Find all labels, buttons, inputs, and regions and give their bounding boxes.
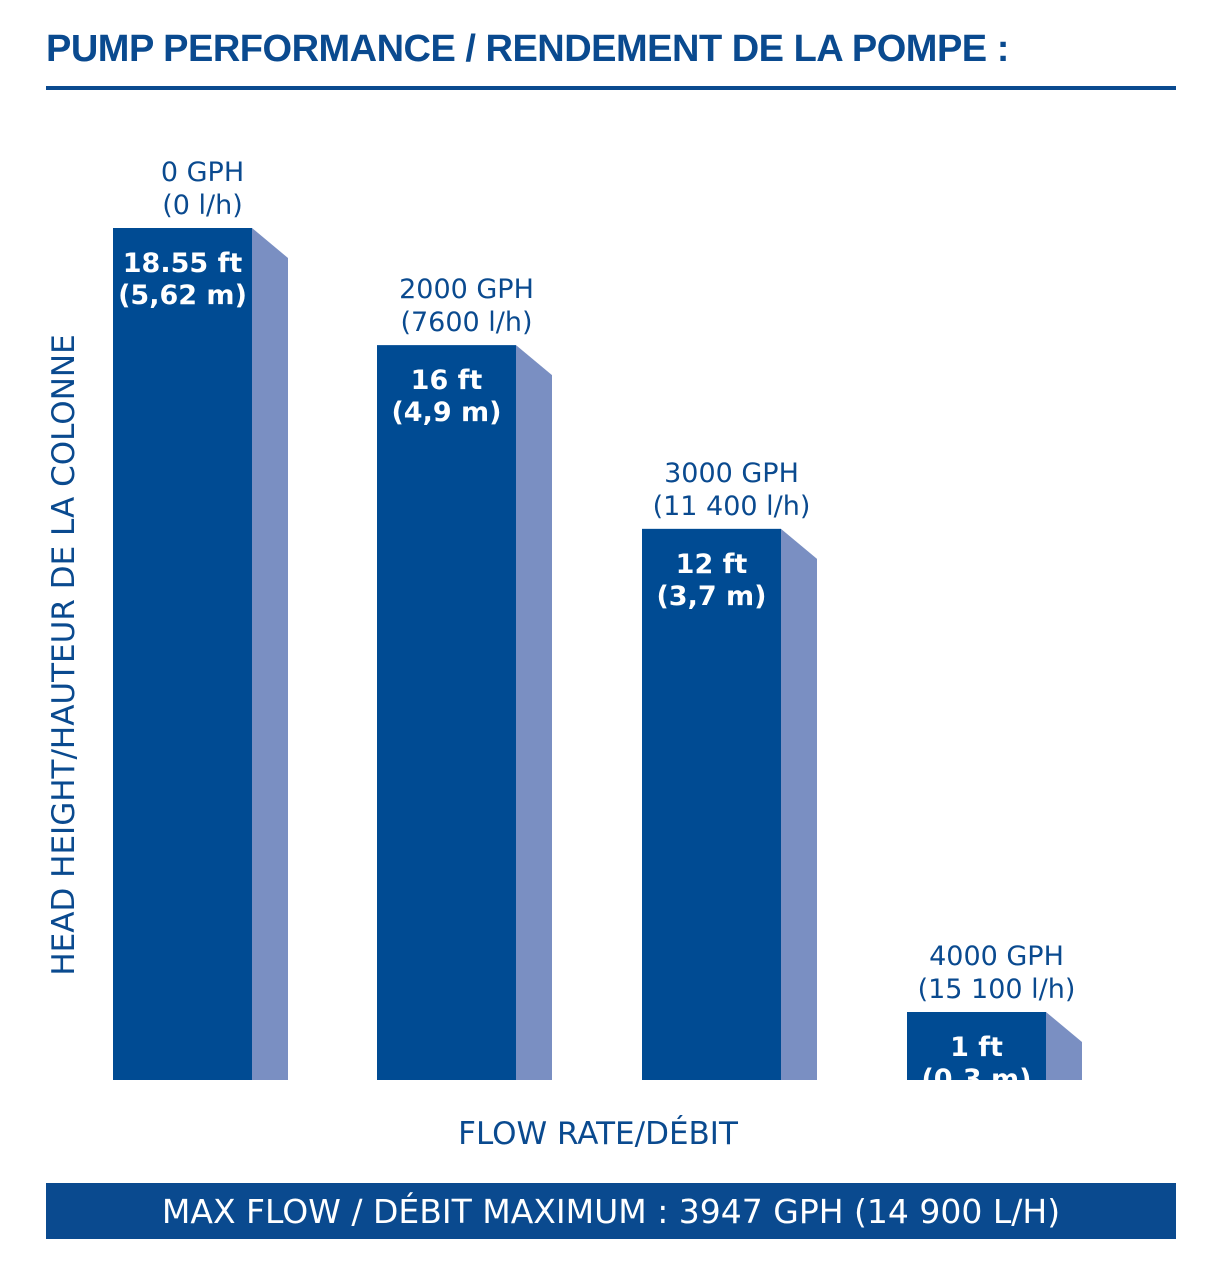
bar — [907, 1012, 1046, 1080]
title-divider — [46, 86, 1176, 90]
bar — [377, 345, 516, 1080]
category-sublabel: (0 l/h) — [162, 190, 243, 221]
bar-value-sublabel: (0,3 m) — [921, 1064, 1031, 1095]
category-label: 0 GPH — [161, 157, 244, 188]
max-flow-text: MAX FLOW / DÉBIT MAXIMUM : 3947 GPH (14 … — [161, 1191, 1061, 1231]
bar-side — [516, 345, 552, 1080]
category-label: 2000 GPH — [399, 274, 534, 305]
page-title: PUMP PERFORMANCE / RENDEMENT DE LA POMPE… — [46, 28, 1009, 70]
category-sublabel: (15 100 l/h) — [918, 974, 1076, 1005]
bar — [642, 528, 781, 1080]
bar — [113, 228, 252, 1080]
bar-side — [1046, 1012, 1082, 1080]
bar-chart: 18.55 ft(5,62 m) 0 GPH(0 l/h) 16 ft(4,9 m)… — [113, 157, 1082, 1095]
bar-side — [252, 228, 288, 1080]
bar-value-sublabel: (3,7 m) — [656, 581, 766, 612]
bar-side — [781, 528, 817, 1080]
category-label: 4000 GPH — [929, 941, 1064, 972]
bar-value-label: 12 ft — [676, 549, 748, 580]
category-sublabel: (11 400 l/h) — [653, 491, 811, 522]
bar-value-label: 16 ft — [411, 365, 483, 396]
bar-value-sublabel: (5,62 m) — [118, 280, 247, 311]
max-flow-banner: MAX FLOW / DÉBIT MAXIMUM : 3947 GPH (14 … — [46, 1183, 1176, 1239]
bar-value-label: 1 ft — [950, 1032, 1003, 1063]
bar-value-label: 18.55 ft — [123, 248, 243, 279]
bar-value-sublabel: (4,9 m) — [391, 397, 501, 428]
category-label: 3000 GPH — [664, 458, 799, 489]
category-sublabel: (7600 l/h) — [400, 307, 532, 338]
x-axis-label: FLOW RATE/DÉBIT — [458, 1116, 738, 1152]
